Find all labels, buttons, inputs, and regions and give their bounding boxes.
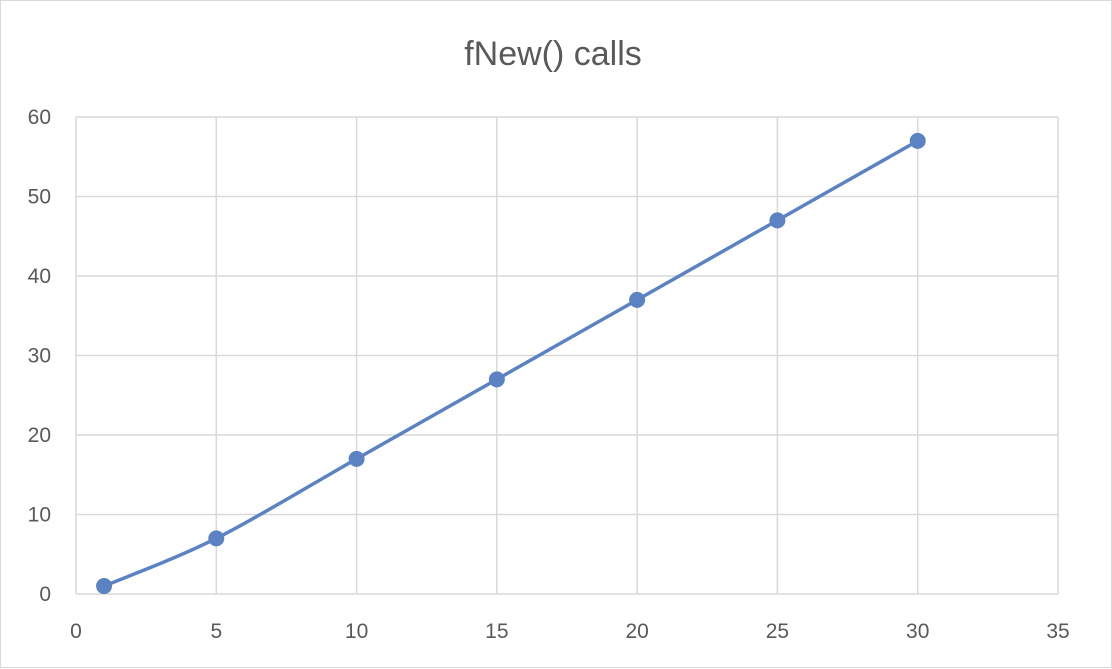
data-point-0-3 [488, 371, 505, 388]
y-tick-label-0: 0 [39, 583, 51, 606]
y-tick-label-3: 30 [28, 345, 51, 368]
data-point-0-0 [96, 578, 113, 595]
y-gridlines [76, 116, 1058, 595]
series-line-0 [102, 139, 920, 588]
y-tick-labels: 0 10 20 30 40 50 60 [28, 106, 51, 606]
y-tick-label-2: 20 [28, 424, 51, 447]
data-point-0-6 [909, 132, 926, 149]
series-layer [96, 132, 926, 595]
x-tick-label-2: 10 [345, 620, 368, 643]
x-tick-label-3: 15 [485, 620, 508, 643]
y-tick-label-4: 40 [28, 265, 51, 288]
x-tick-label-6: 30 [906, 620, 929, 643]
chart-title: fNew() calls [464, 35, 642, 73]
data-point-0-5 [769, 212, 786, 229]
y-tick-label-5: 50 [28, 186, 51, 209]
data-point-0-1 [208, 530, 225, 547]
x-tick-label-7: 35 [1046, 620, 1069, 643]
data-point-0-4 [629, 291, 646, 308]
data-point-0-2 [348, 450, 365, 467]
y-tick-label-6: 60 [28, 106, 51, 129]
x-tick-label-0: 0 [70, 620, 82, 643]
x-tick-label-1: 5 [210, 620, 222, 643]
x-tick-label-4: 20 [625, 620, 648, 643]
x-tick-labels: 0 5 10 15 20 25 30 35 [70, 620, 1070, 643]
y-tick-label-1: 10 [28, 504, 51, 527]
x-tick-label-5: 25 [766, 620, 789, 643]
